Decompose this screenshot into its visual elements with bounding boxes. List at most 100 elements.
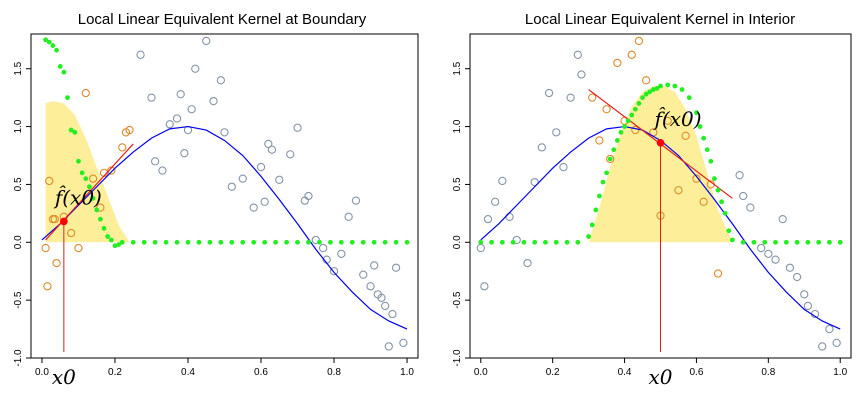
x-tick-label: 0.6: [254, 367, 268, 378]
kernel-weight-point: [130, 239, 136, 245]
y-tick-label: 1.0: [13, 119, 24, 133]
data-point-outside: [249, 203, 258, 212]
data-point-outside: [300, 196, 309, 205]
data-point-outside: [180, 149, 189, 158]
data-point-outside: [370, 261, 379, 270]
kernel-weight-point: [284, 239, 289, 245]
data-point-outside: [191, 64, 200, 73]
kernel-weight-point: [371, 239, 377, 245]
kernel-weight-point: [816, 239, 822, 245]
kernel-weight-point: [805, 239, 811, 245]
kernel-weight-point: [708, 158, 714, 164]
data-point-outside: [756, 243, 766, 253]
kernel-weight-point: [105, 234, 111, 239]
x-tick-label: 0.0: [474, 367, 488, 378]
data-point-outside: [792, 272, 802, 282]
x-tick-label: 0.4: [618, 367, 632, 378]
kernel-weight-point: [654, 85, 660, 91]
data-point-outside: [304, 191, 313, 201]
kernel-weight-point: [101, 226, 107, 231]
y-tick-label: -1.0: [452, 349, 463, 367]
x-tick-label: 0.8: [327, 367, 341, 378]
kernel-weight-point: [119, 239, 125, 245]
kernel-weight-point: [54, 47, 59, 53]
panel-boundary: Local Linear Equivalent Kernel at Bounda…: [13, 11, 419, 389]
kernel-weight-point: [94, 207, 100, 213]
data-point-outside: [187, 105, 196, 114]
fit-point: [656, 138, 665, 147]
data-point-in-window: [674, 186, 683, 195]
data-point-outside: [523, 258, 532, 268]
kernel-weight-point: [604, 170, 609, 176]
chart-title: Local Linear Equivalent Kernel in Interi…: [525, 11, 795, 28]
kernel-weight-point: [596, 193, 602, 199]
data-point-in-window: [692, 174, 701, 183]
data-point-outside: [483, 214, 493, 224]
kernel-weight-point: [68, 127, 74, 133]
kernel-weight-point: [600, 179, 606, 185]
kernel-weight-point: [229, 239, 235, 245]
true-function-line: [41, 125, 408, 330]
kernel-weight-point: [46, 39, 52, 45]
kernel-weight-point: [317, 239, 322, 245]
kernel-weight-point: [72, 129, 78, 135]
kernel-weight-point: [697, 124, 703, 129]
data-point-in-window: [107, 166, 116, 175]
kernel-weight-point: [218, 239, 224, 245]
kernel-weight-point: [589, 222, 595, 228]
kernel-weight-point: [79, 170, 85, 176]
data-point-outside: [275, 175, 284, 184]
kernel-weight-point: [349, 239, 355, 245]
kernel-weight-point: [112, 243, 118, 249]
data-point-in-window: [713, 269, 723, 278]
data-point-outside: [577, 70, 586, 79]
data-point-outside: [778, 214, 787, 224]
data-point-in-window: [663, 116, 672, 125]
x0-label: x0: [648, 365, 672, 389]
data-point-in-window: [602, 105, 611, 114]
data-point-outside: [537, 143, 547, 152]
data-point-in-window: [52, 258, 61, 268]
kernel-weight-point: [553, 239, 559, 245]
kernel-weight-point: [207, 239, 213, 245]
kernel-weight-point: [658, 83, 663, 89]
data-point-outside: [476, 243, 485, 253]
y-tick-label: 1.0: [452, 119, 463, 133]
data-point-outside: [552, 128, 561, 137]
kernel-weight-point: [76, 158, 81, 164]
data-point-outside: [172, 114, 182, 123]
local-fit-line: [45, 143, 134, 241]
data-point-outside: [832, 338, 841, 348]
kernel-weight-point: [794, 239, 800, 245]
data-point-in-window: [88, 174, 98, 183]
data-point-outside: [366, 282, 375, 291]
kernel-weight-point: [686, 95, 692, 101]
kernel-weight-point: [543, 239, 548, 245]
kernel-weight-point: [647, 89, 653, 95]
kernel-region: [45, 101, 130, 243]
kernel-weight-point: [632, 106, 638, 112]
data-point-outside: [176, 90, 185, 99]
data-point-outside: [377, 293, 386, 302]
kernel-weight-point: [636, 101, 642, 106]
data-point-in-window: [43, 282, 52, 291]
data-point-outside: [800, 290, 809, 299]
data-point-outside: [260, 197, 269, 206]
kernel-weight-point: [614, 138, 620, 143]
y-tick-label: 0.5: [13, 177, 24, 191]
kernel-weight-point: [729, 237, 735, 243]
kernel-weight-point: [499, 239, 505, 245]
data-point-in-window: [634, 36, 644, 46]
kernel-weight-point: [108, 237, 114, 243]
kernel-weight-point: [740, 239, 746, 245]
kernel-weight-point: [360, 239, 366, 245]
kernel-weight-point: [295, 239, 300, 245]
data-point-in-window: [595, 136, 604, 145]
data-point-outside: [505, 212, 514, 221]
kernel-weight-point: [622, 124, 627, 129]
x-tick-label: 0.8: [761, 367, 775, 378]
kernel-weight-point: [273, 239, 279, 245]
kernel-weight-point: [575, 239, 581, 245]
kernel-weight-point: [827, 239, 832, 245]
data-point-outside: [764, 249, 773, 259]
